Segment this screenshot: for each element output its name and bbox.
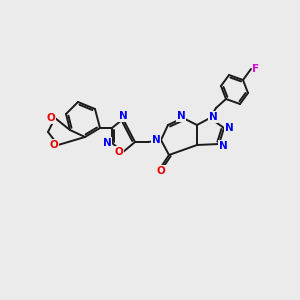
- Text: N: N: [118, 111, 127, 121]
- Text: F: F: [252, 64, 260, 74]
- Text: N: N: [177, 111, 185, 121]
- Text: N: N: [152, 135, 160, 145]
- Text: O: O: [50, 140, 58, 150]
- Text: N: N: [225, 123, 233, 133]
- Text: O: O: [115, 147, 123, 157]
- Text: N: N: [208, 112, 217, 122]
- Text: O: O: [157, 166, 165, 176]
- Text: O: O: [46, 113, 56, 123]
- Text: N: N: [219, 141, 227, 151]
- Text: N: N: [103, 138, 111, 148]
